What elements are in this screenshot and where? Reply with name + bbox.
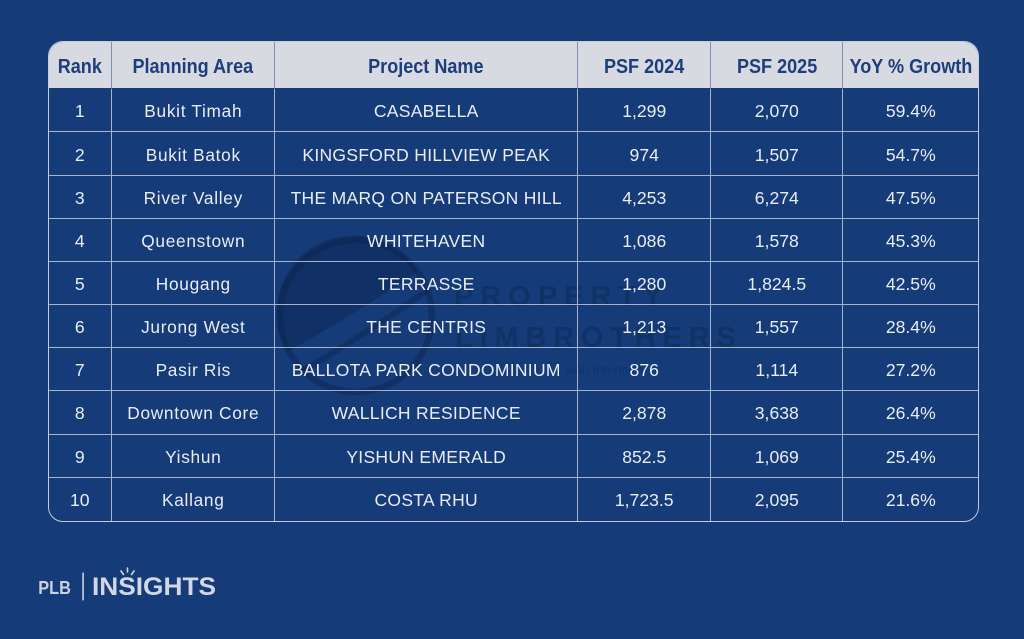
svg-text:PLB: PLB: [38, 577, 71, 598]
svg-text:INSIGHTS: INSIGHTS: [92, 573, 216, 601]
